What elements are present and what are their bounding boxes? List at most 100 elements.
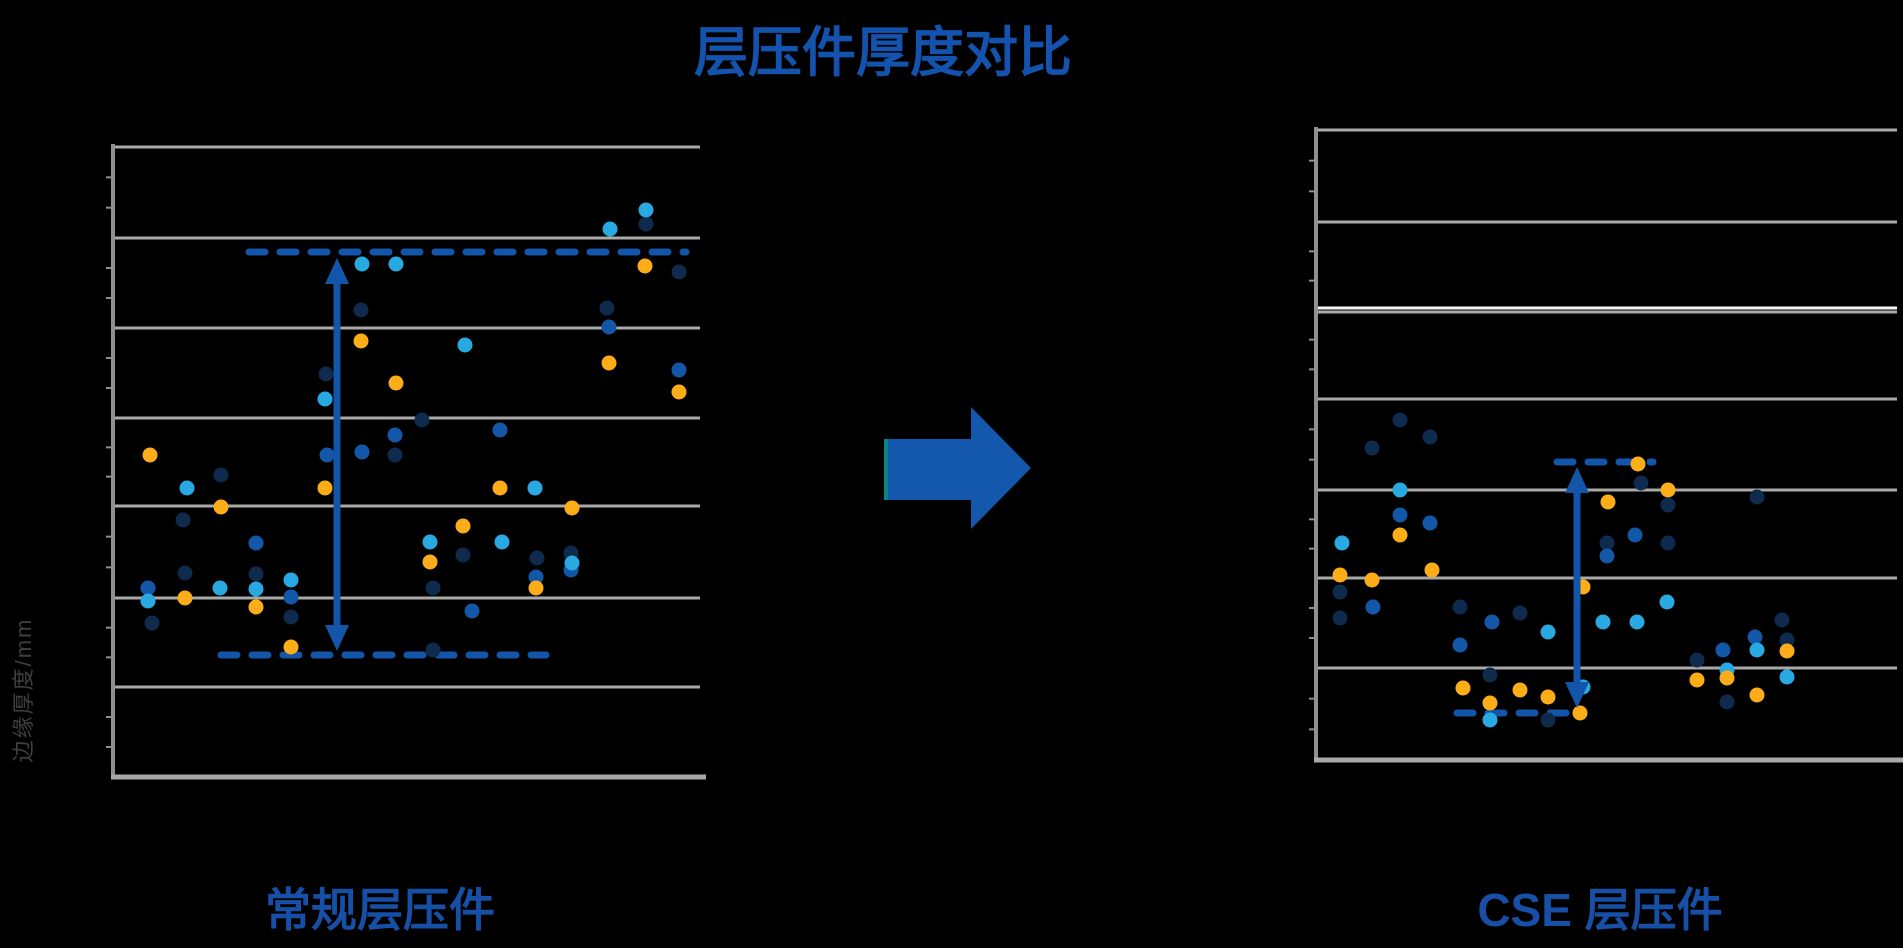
scatter-dot-navy xyxy=(177,565,193,581)
scatter-dot-orange xyxy=(1512,682,1528,698)
scatter-dot-navy xyxy=(248,566,264,582)
range-arrow-head-down xyxy=(1565,682,1589,708)
scatter-dot-orange xyxy=(1660,482,1676,498)
scatter-dot-lightblue xyxy=(179,480,195,496)
scatter-dot-orange xyxy=(1455,680,1471,696)
scatter-dot-navy xyxy=(1779,632,1795,648)
scatter-dot-orange xyxy=(671,384,687,400)
scatter-dot-blue xyxy=(319,447,335,463)
scatter-dot-navy xyxy=(1422,429,1438,445)
scatter-dot-orange xyxy=(637,258,653,274)
scatter-dot-orange xyxy=(1779,643,1795,659)
scatter-dot-navy xyxy=(144,615,160,631)
scatter-dot-lightblue xyxy=(457,337,473,353)
scatter-dot-blue xyxy=(464,603,480,619)
scatter-dot-navy xyxy=(1332,584,1348,600)
scatter-dot-navy xyxy=(1689,652,1705,668)
range-arrow-head-up xyxy=(1565,467,1589,493)
scatter-dot-navy xyxy=(1660,535,1676,551)
scatter-dot-orange xyxy=(1392,527,1408,543)
scatter-dot-blue xyxy=(1747,629,1763,645)
scatter-dot-navy xyxy=(318,366,334,382)
scatter-dot-navy xyxy=(455,547,471,563)
scatter-dot-orange xyxy=(142,447,158,463)
scatter-dot-orange xyxy=(1600,494,1616,510)
scatter-dot-blue xyxy=(1484,614,1500,630)
scatter-dot-blue xyxy=(492,422,508,438)
scatter-dot-blue xyxy=(1452,637,1468,653)
scatter-dot-lightblue xyxy=(1392,482,1408,498)
scatter-dot-orange xyxy=(317,480,333,496)
scatter-dot-orange xyxy=(283,639,299,655)
scatter-dot-orange xyxy=(455,518,471,534)
scatter-dot-navy xyxy=(283,609,299,625)
scatter-dot-blue xyxy=(1715,642,1731,658)
scatter-dot-lightblue xyxy=(1482,712,1498,728)
scatter-dot-navy xyxy=(1660,497,1676,513)
scatter-dot-lightblue xyxy=(638,202,654,218)
scatter-dot-lightblue xyxy=(1629,614,1645,630)
scatter-dot-navy xyxy=(671,264,687,280)
scatter-dot-navy xyxy=(1749,489,1765,505)
scatter-dot-navy xyxy=(425,642,441,658)
range-arrow-head-down xyxy=(325,625,349,651)
scatter-dot-blue xyxy=(354,444,370,460)
scatter-dot-navy xyxy=(1452,599,1468,615)
scatter-dot-navy xyxy=(414,412,430,428)
scatter-dot-lightblue xyxy=(212,580,228,596)
transform-arrow xyxy=(884,407,1031,529)
scatter-dot-orange xyxy=(1332,567,1348,583)
scatter-dot-blue xyxy=(1599,548,1615,564)
scatter-dot-navy xyxy=(1482,667,1498,683)
scatter-dot-lightblue xyxy=(283,572,299,588)
scatter-dot-navy xyxy=(529,550,545,566)
scatter-dot-navy xyxy=(1392,412,1408,428)
scatter-dot-navy xyxy=(353,302,369,318)
range-arrow-head-up xyxy=(325,258,349,284)
scatter-dot-lightblue xyxy=(1659,594,1675,610)
scatter-dot-orange xyxy=(1630,456,1646,472)
scatter-dot-navy xyxy=(1512,605,1528,621)
scatter-dot-orange xyxy=(353,333,369,349)
right-plot-label: CSE 层压件 xyxy=(1477,884,1723,936)
scatter-dot-lightblue xyxy=(564,555,580,571)
scatter-dot-lightblue xyxy=(140,593,156,609)
scatter-dot-orange xyxy=(528,580,544,596)
scatter-dot-orange xyxy=(1749,687,1765,703)
scatter-dot-navy xyxy=(1633,475,1649,491)
left-plot-label: 常规层压件 xyxy=(265,884,495,936)
scatter-dot-lightblue xyxy=(422,534,438,550)
scatter-dot-blue xyxy=(1392,507,1408,523)
scatter-dot-navy xyxy=(175,512,191,528)
scatter-dot-blue xyxy=(601,319,617,335)
scatter-dot-navy xyxy=(1332,610,1348,626)
scatter-dot-orange xyxy=(1719,670,1735,686)
scatter-dot-blue xyxy=(1422,515,1438,531)
scatter-dot-orange xyxy=(492,480,508,496)
scatter-dot-orange xyxy=(177,590,193,606)
scatter-dot-lightblue xyxy=(1779,669,1795,685)
scatter-dot-blue xyxy=(1627,527,1643,543)
scatter-dot-lightblue xyxy=(388,256,404,272)
scatter-dot-orange xyxy=(1364,572,1380,588)
scatter-dot-orange xyxy=(1424,562,1440,578)
scatter-dot-navy xyxy=(425,580,441,596)
scatter-dot-lightblue xyxy=(248,581,264,597)
scatter-dot-lightblue xyxy=(1540,624,1556,640)
scatter-dot-orange xyxy=(1540,689,1556,705)
scatter-dot-orange xyxy=(422,554,438,570)
scatter-dot-lightblue xyxy=(1595,614,1611,630)
scatter-dot-orange xyxy=(1482,695,1498,711)
scatter-dot-orange xyxy=(248,599,264,615)
scatter-dot-lightblue xyxy=(1749,642,1765,658)
transform-arrow-teal-edge xyxy=(884,439,888,500)
scatter-dot-blue xyxy=(1365,599,1381,615)
scatter-dot-orange xyxy=(1689,672,1705,688)
scatter-dot-lightblue xyxy=(602,221,618,237)
scatter-dot-lightblue xyxy=(317,391,333,407)
scatter-dot-navy xyxy=(1719,694,1735,710)
scatter-dot-blue xyxy=(283,589,299,605)
chart-title: 层压件厚度对比 xyxy=(694,23,1072,83)
scatter-dot-navy xyxy=(387,447,403,463)
